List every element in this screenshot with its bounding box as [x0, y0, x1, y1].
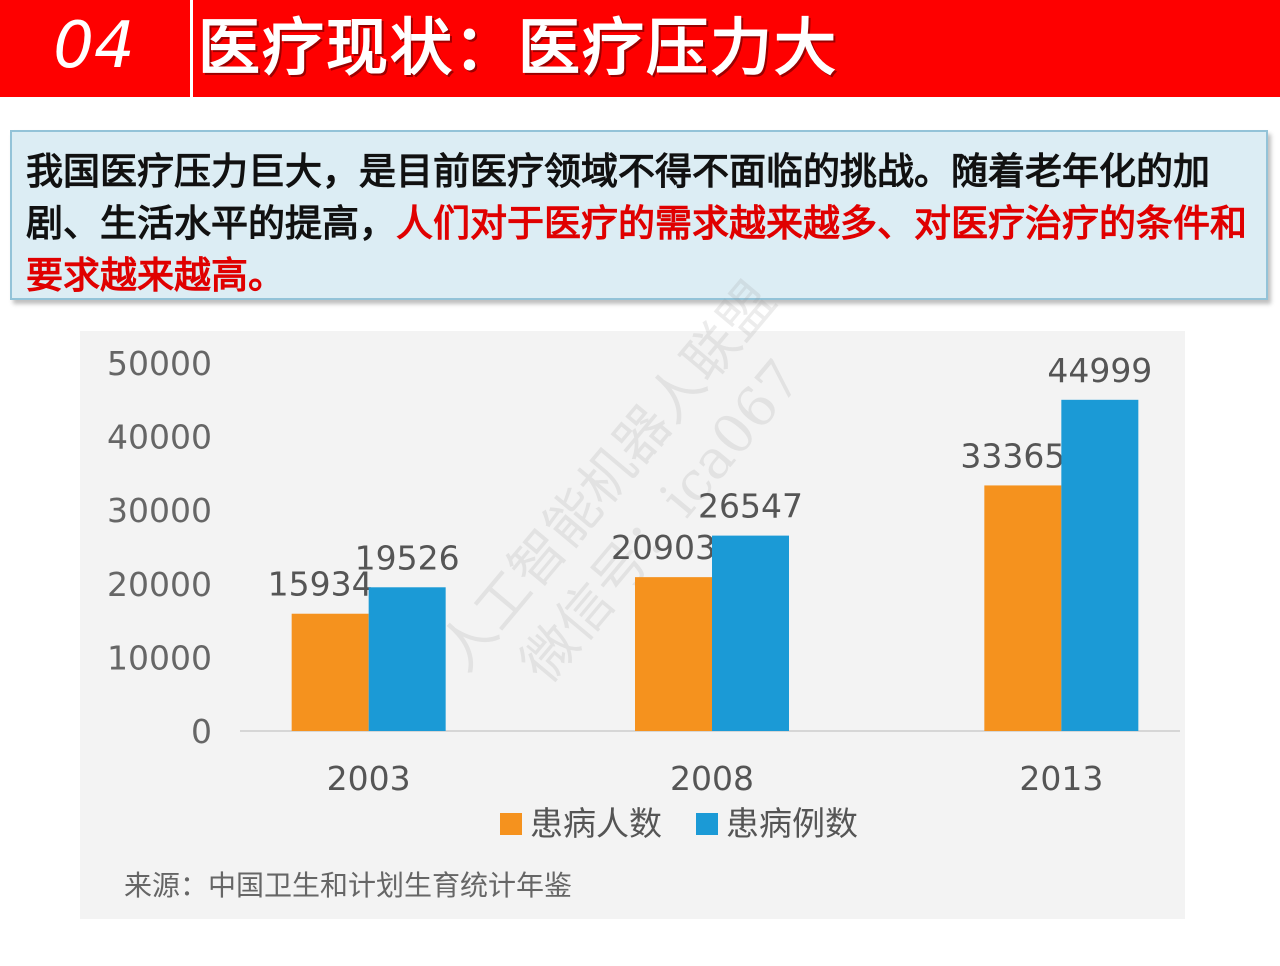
data-label: 15934: [268, 565, 373, 604]
slide-header: 04 医疗现状：医疗压力大: [0, 0, 1280, 97]
legend-label: 患病人数: [530, 804, 662, 843]
callout-highlight: 人们对于医疗的需求越来越多、对医疗治疗的条件和要求越来越高。: [26, 202, 1247, 297]
x-tick-label: 2003: [327, 759, 411, 798]
legend-swatch: [696, 813, 718, 835]
chart-source: 来源：中国卫生和计划生育统计年鉴: [124, 869, 572, 902]
legend-label: 患病例数: [726, 804, 858, 843]
data-label: 20903: [611, 528, 716, 567]
bar: [984, 485, 1062, 731]
legend-swatch: [500, 813, 522, 835]
data-label: 44999: [1047, 351, 1152, 390]
bar: [368, 587, 446, 731]
y-tick-label: 50000: [107, 344, 212, 383]
y-tick-label: 40000: [107, 418, 212, 457]
page-title: 医疗现状：医疗压力大: [198, 11, 839, 84]
y-tick-label: 10000: [107, 638, 212, 677]
section-number: 04: [53, 9, 135, 83]
y-tick-label: 30000: [107, 491, 212, 530]
data-label: 19526: [355, 538, 460, 577]
bar: [635, 577, 712, 731]
data-label: 33365: [960, 436, 1065, 475]
x-tick-label: 2008: [670, 759, 754, 798]
x-tick-label: 2013: [1019, 759, 1103, 798]
bar: [291, 613, 369, 731]
y-tick-label: 20000: [107, 565, 212, 604]
y-tick-label: 0: [191, 712, 212, 751]
header-divider: [190, 0, 193, 97]
data-label: 26547: [698, 487, 803, 526]
callout-text: 我国医疗压力巨大，是目前医疗领域不得不面临的挑战。随着老年化的加剧、生活水平的提…: [26, 150, 1210, 245]
bar: [712, 535, 789, 731]
intro-callout: 我国医疗压力巨大，是目前医疗领域不得不面临的挑战。随着老年化的加剧、生活水平的提…: [10, 130, 1268, 300]
bar: [1061, 399, 1139, 731]
